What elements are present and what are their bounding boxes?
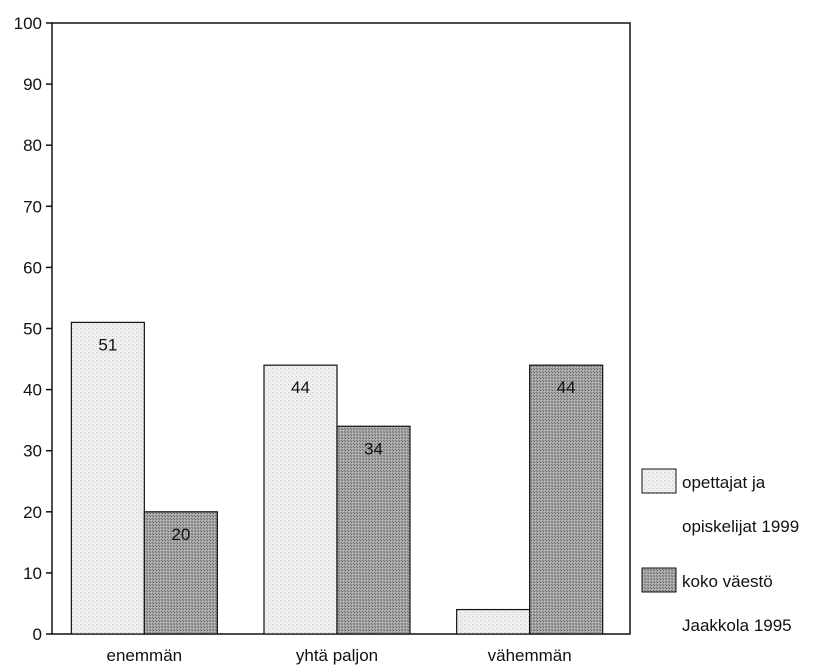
bar-series-2-3	[530, 365, 603, 634]
y-tick-label: 20	[23, 503, 42, 522]
data-label-series-2-3: 44	[557, 378, 576, 397]
legend: opettajat ja opiskelijat 1999 koko väest…	[642, 469, 799, 635]
y-tick-label: 40	[23, 381, 42, 400]
y-tick-label: 0	[33, 625, 42, 644]
legend-label-series-2-line-1: koko väestö	[682, 572, 773, 591]
x-category-label: vähemmän	[488, 646, 572, 665]
y-tick-label: 100	[14, 14, 42, 33]
y-tick-label: 60	[23, 258, 42, 277]
y-tick-label: 90	[23, 75, 42, 94]
legend-label-series-1-line-2: opiskelijat 1999	[682, 517, 799, 536]
data-label-series-2-2: 34	[364, 439, 383, 458]
bar-series-1-2	[264, 365, 337, 634]
y-axis: 0 10 20 30 40 50 60 70 80 90 100	[14, 14, 52, 644]
x-axis: enemmän yhtä paljon vähemmän	[107, 646, 572, 665]
legend-swatch-opettajat	[642, 469, 676, 493]
data-label-series-1-1: 51	[98, 335, 117, 354]
data-label-series-2-1: 20	[171, 525, 190, 544]
y-tick-label: 30	[23, 442, 42, 461]
x-category-label: yhtä paljon	[296, 646, 378, 665]
y-tick-label: 70	[23, 197, 42, 216]
y-tick-label: 80	[23, 136, 42, 155]
y-tick-label: 10	[23, 564, 42, 583]
x-category-label: enemmän	[107, 646, 183, 665]
y-tick-label: 50	[23, 320, 42, 339]
data-label-series-1-2: 44	[291, 378, 310, 397]
legend-label-series-2-line-2: Jaakkola 1995	[682, 616, 792, 635]
legend-swatch-koko-vaesto	[642, 568, 676, 592]
legend-label-series-1-line-1: opettajat ja	[682, 473, 766, 492]
bar-series-1-3	[457, 610, 530, 634]
bar-series-1-1	[71, 322, 144, 634]
